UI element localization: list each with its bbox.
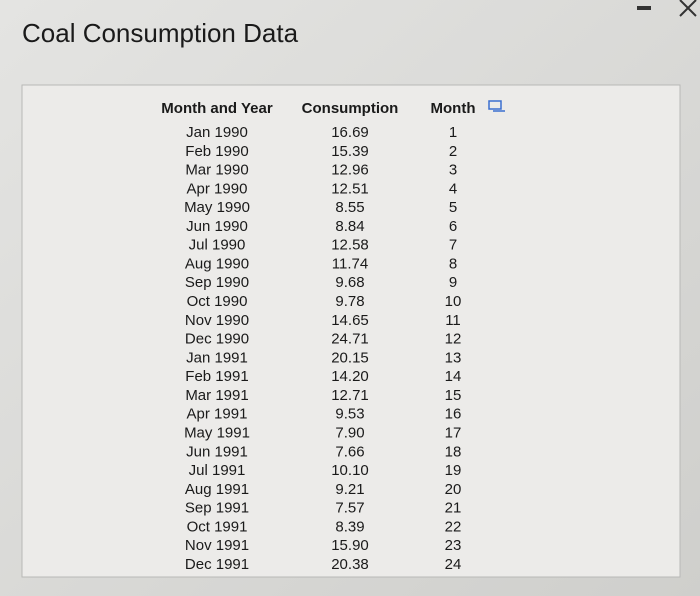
- table-cell: 24.71: [331, 331, 369, 348]
- table-cell: 9: [449, 274, 457, 291]
- close-button[interactable]: [679, 0, 697, 17]
- table-cell: Nov 1990: [185, 312, 249, 329]
- table-cell: Jul 1990: [189, 237, 246, 254]
- table-cell: 12.58: [331, 237, 369, 254]
- table-cell: Oct 1990: [187, 293, 248, 310]
- table-cell: 16: [445, 406, 462, 423]
- table-cell: Apr 1991: [187, 406, 248, 423]
- table-cell: Jan 1991: [186, 349, 248, 366]
- table-cell: 9.68: [335, 274, 364, 291]
- table-cell: 12.51: [331, 180, 369, 197]
- table-cell: Mar 1991: [185, 387, 248, 404]
- table-cell: 7.90: [335, 424, 364, 441]
- table-cell: 20.38: [331, 556, 369, 573]
- table-cell: 15.90: [331, 537, 369, 554]
- table-cell: 20: [445, 481, 462, 498]
- icon-box: [488, 100, 502, 110]
- table-cell: 8.55: [335, 199, 364, 216]
- window-title: Coal Consumption Data: [22, 18, 299, 48]
- table-cell: Sep 1990: [185, 274, 249, 291]
- table-cell: 14.65: [331, 312, 369, 329]
- table-cell: 6: [449, 218, 457, 235]
- table-cell: 15.39: [331, 143, 369, 160]
- table-cell: May 1991: [184, 424, 250, 441]
- table-cell: 2: [449, 143, 457, 160]
- table-cell: 8.39: [335, 518, 364, 535]
- table-cell: 15: [445, 387, 462, 404]
- table-cell: 21: [445, 500, 462, 517]
- table-cell: 5: [449, 199, 457, 216]
- table-cell: 18: [445, 443, 462, 460]
- table-cell: 7.57: [335, 500, 364, 517]
- table-cell: May 1990: [184, 199, 250, 216]
- table-cell: 20.15: [331, 349, 369, 366]
- table-cell: 10: [445, 293, 462, 310]
- table-cell: 1: [449, 124, 457, 141]
- table-cell: Feb 1990: [185, 143, 248, 160]
- table-cell: 13: [445, 349, 462, 366]
- table-cell: Sep 1991: [185, 500, 249, 517]
- table-cell: Feb 1991: [185, 368, 248, 385]
- table-cell: 22: [445, 518, 462, 535]
- table-cell: 7: [449, 237, 457, 254]
- table-cell: 23: [445, 537, 462, 554]
- table-cell: 9.21: [335, 481, 364, 498]
- table-cell: 7.66: [335, 443, 364, 460]
- table-cell: Aug 1991: [185, 481, 249, 498]
- table-cell: Nov 1991: [185, 537, 249, 554]
- table-cell: 12.96: [331, 162, 369, 179]
- table-cell: Dec 1990: [185, 331, 249, 348]
- expand-icon[interactable]: [488, 100, 505, 112]
- table-cell: 4: [449, 180, 457, 197]
- column-header: Month and Year: [161, 100, 273, 117]
- table-cell: Apr 1990: [187, 180, 248, 197]
- table-cell: 14: [445, 368, 462, 385]
- table-cell: Jun 1990: [186, 218, 248, 235]
- table-cell: 12.71: [331, 387, 369, 404]
- table-cell: 17: [445, 424, 462, 441]
- column-header: Month: [431, 100, 476, 117]
- table-cell: 12: [445, 331, 462, 348]
- table-cell: Jun 1991: [186, 443, 248, 460]
- table-panel: [21, 84, 681, 578]
- table-cell: Oct 1991: [187, 518, 248, 535]
- table-cell: Jul 1991: [189, 462, 246, 479]
- table-cell: Jan 1990: [186, 124, 248, 141]
- table-cell: 3: [449, 162, 457, 179]
- table-cell: 16.69: [331, 124, 369, 141]
- table-cell: 11.74: [332, 255, 368, 272]
- table-cell: 19: [445, 462, 462, 479]
- column-header: Consumption: [302, 100, 399, 117]
- table-cell: Aug 1990: [185, 255, 249, 272]
- table-cell: 24: [445, 556, 462, 573]
- table-cell: Mar 1990: [185, 162, 248, 179]
- table-cell: 14.20: [331, 368, 369, 385]
- table-cell: 8: [449, 255, 457, 272]
- table-cell: 11: [445, 312, 461, 329]
- minimize-button[interactable]: [637, 6, 651, 10]
- table-cell: 8.84: [335, 218, 364, 235]
- table-cell: 9.53: [335, 406, 364, 423]
- table-cell: 10.10: [331, 462, 369, 479]
- table-cell: 9.78: [335, 293, 364, 310]
- table-cell: Dec 1991: [185, 556, 249, 573]
